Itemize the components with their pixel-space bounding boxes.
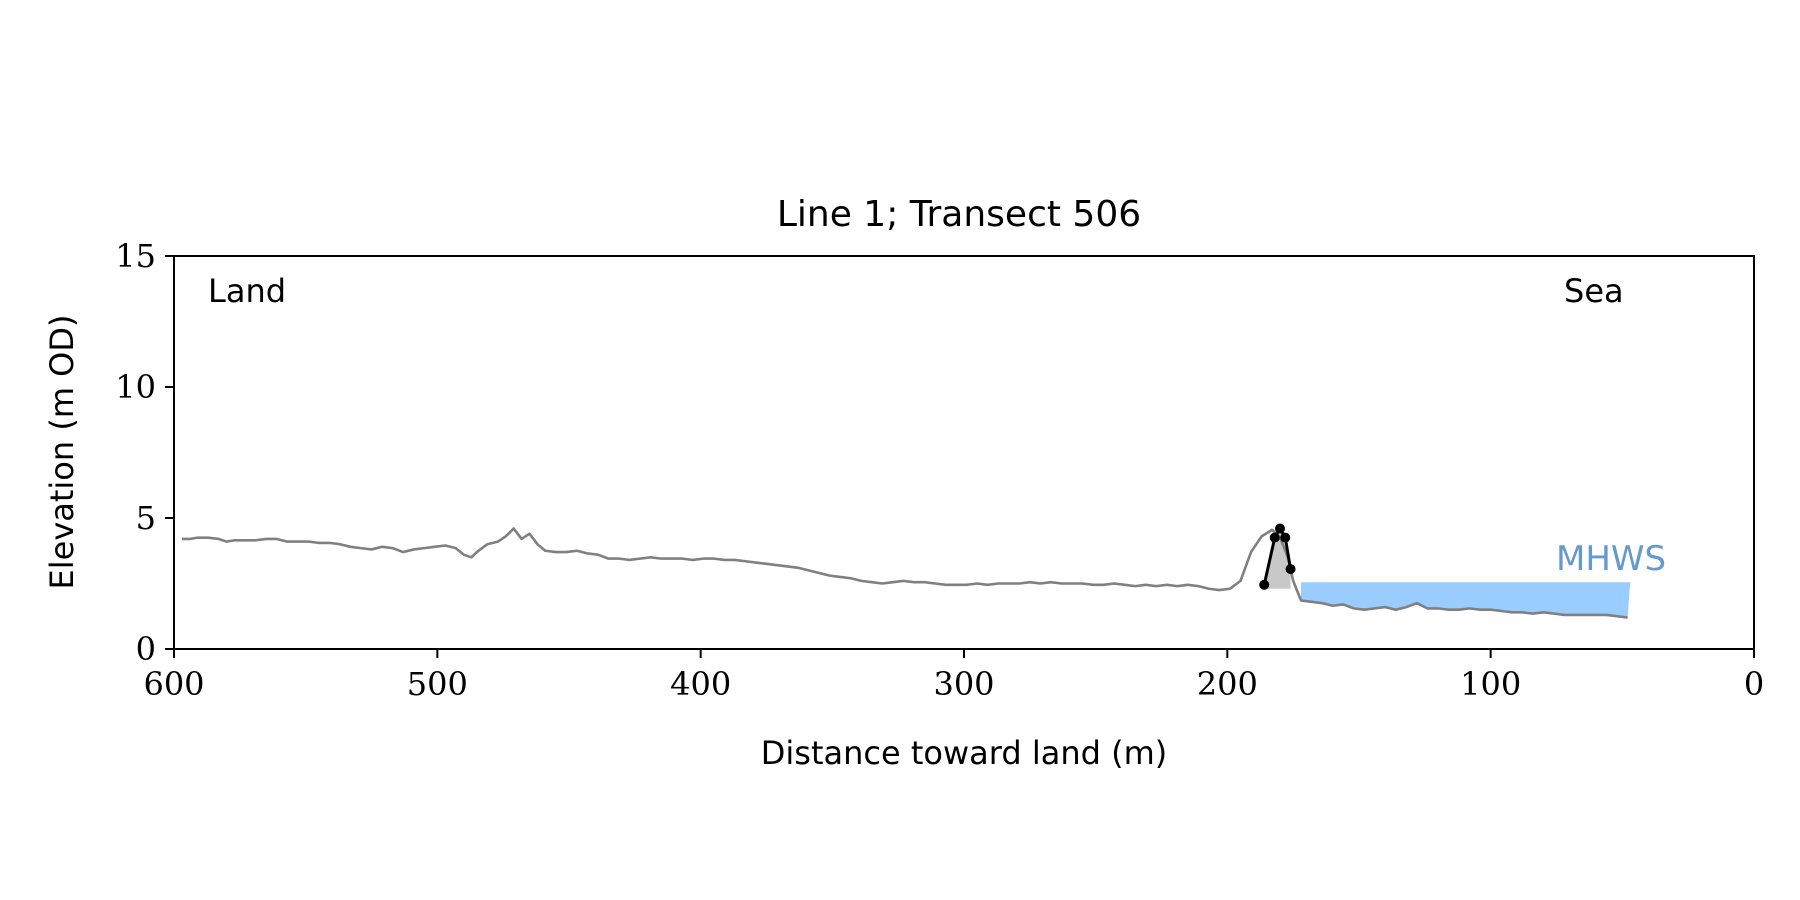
x-tick-label: 600	[143, 665, 204, 703]
dune-point	[1275, 523, 1285, 534]
x-axis-label: Distance toward land (m)	[761, 734, 1167, 772]
chart-title: Line 1; Transect 506	[777, 194, 1141, 235]
dune-point	[1259, 579, 1270, 590]
elevation-profile-line	[181, 527, 1628, 619]
x-tick-label: 100	[1460, 665, 1521, 703]
dune-point	[1269, 532, 1280, 543]
sea-annotation: Sea	[1564, 272, 1624, 310]
dune-fill	[1264, 528, 1291, 589]
x-axis-ticks: 600 500 400 300 200 100 0	[143, 649, 1764, 703]
land-annotation: Land	[208, 272, 286, 310]
y-tick-label: 0	[136, 630, 156, 668]
x-tick-label: 200	[1197, 665, 1258, 703]
x-tick-label: 300	[933, 665, 994, 703]
dune-point	[1280, 532, 1291, 543]
y-tick-label: 15	[115, 237, 156, 275]
plot-area	[181, 523, 1631, 619]
x-tick-label: 500	[407, 665, 468, 703]
y-tick-label: 10	[115, 368, 156, 406]
mhws-annotation: MHWS	[1556, 539, 1666, 579]
x-tick-label: 0	[1744, 665, 1764, 703]
y-tick-label: 5	[136, 499, 156, 537]
y-axis-label: Elevation (m OD)	[43, 315, 81, 590]
dune-point	[1285, 564, 1296, 575]
x-tick-label: 400	[670, 665, 731, 703]
mhws-band	[1301, 582, 1631, 618]
y-axis-ticks: 0 5 10 15	[115, 237, 174, 668]
